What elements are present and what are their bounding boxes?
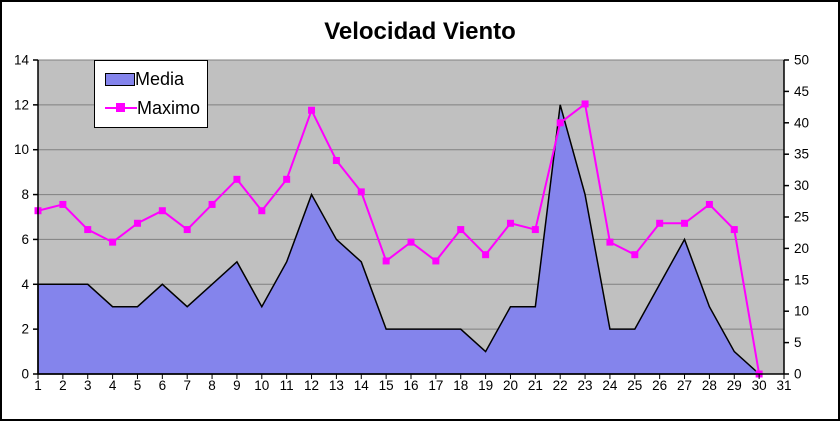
right-axis-label: 40 [794, 115, 809, 130]
maximo-line-marker-icon [105, 98, 137, 118]
maximo-marker [432, 257, 440, 265]
x-axis-label: 22 [553, 378, 568, 393]
x-axis-label: 13 [329, 378, 344, 393]
x-axis-label: 31 [776, 378, 791, 393]
maximo-marker [581, 100, 589, 108]
chart-title: Velocidad Viento [324, 18, 516, 45]
left-axis-label: 4 [21, 277, 29, 292]
maximo-marker [457, 226, 465, 234]
legend-item-media: Media [105, 68, 199, 90]
left-axis-label: 0 [21, 367, 29, 382]
x-axis-label: 1 [34, 378, 42, 393]
maximo-marker [730, 226, 738, 234]
x-axis-label: 11 [280, 378, 294, 393]
x-axis-label: 12 [304, 378, 319, 393]
x-axis-label: 21 [528, 378, 543, 393]
maximo-marker [631, 251, 639, 259]
maximo-marker [183, 226, 191, 234]
x-axis-label: 8 [208, 378, 216, 393]
maximo-marker [308, 106, 316, 114]
maximo-marker [681, 219, 689, 227]
x-axis-label: 15 [379, 378, 394, 393]
maximo-marker [531, 226, 539, 234]
right-axis-label: 45 [794, 84, 809, 99]
left-axis-label: 14 [14, 53, 30, 68]
maximo-marker [258, 207, 266, 215]
maximo-line-series [37, 102, 761, 375]
x-axis-label: 20 [503, 378, 518, 393]
right-axis-label: 0 [794, 367, 802, 382]
right-axis-label: 5 [794, 335, 802, 350]
maximo-marker [357, 188, 365, 196]
maximo-marker [59, 200, 67, 208]
x-axis-label: 14 [354, 378, 370, 393]
right-axis-label: 50 [794, 53, 809, 68]
legend-maximo-label: Maximo [137, 98, 201, 118]
maximo-marker [109, 238, 117, 246]
x-axis-label: 9 [233, 378, 241, 393]
left-axis-label: 2 [21, 322, 29, 337]
x-axis-label: 30 [752, 378, 767, 393]
x-axis-label: 2 [59, 378, 67, 393]
right-axis-label: 15 [794, 272, 809, 287]
maximo-marker [332, 156, 340, 164]
left-axis-label: 12 [14, 97, 29, 112]
maximo-marker [705, 200, 713, 208]
right-axis-label: 10 [794, 304, 809, 319]
left-axis-label: 10 [14, 142, 29, 157]
maximo-marker [407, 238, 415, 246]
x-axis-label: 28 [702, 378, 717, 393]
x-axis-label: 6 [159, 378, 167, 393]
x-axis-label: 3 [84, 378, 92, 393]
left-axis-label: 8 [21, 187, 29, 202]
maximo-marker [84, 226, 92, 234]
x-axis-label: 25 [627, 378, 642, 393]
x-axis-label: 10 [254, 378, 269, 393]
x-axis-label: 5 [134, 378, 142, 393]
maximo-marker [482, 251, 490, 259]
maximo-marker [283, 175, 291, 183]
media-area-series [37, 104, 762, 375]
legend-item-maximo: Maximo [105, 97, 201, 119]
media-area-swatch-icon [105, 72, 135, 86]
right-axis-label: 35 [794, 147, 809, 162]
maximo-marker [208, 200, 216, 208]
right-axis-label: 20 [794, 241, 809, 256]
right-axis-label: 25 [794, 210, 809, 225]
x-axis-label: 23 [578, 378, 593, 393]
x-axis-label: 27 [677, 378, 692, 393]
legend-media-label: Media [135, 69, 185, 89]
maximo-marker [233, 175, 241, 183]
x-axis-label: 4 [109, 378, 117, 393]
maximo-marker [158, 207, 166, 215]
x-axis-label: 29 [727, 378, 742, 393]
maximo-square-marker-icon [116, 103, 125, 112]
x-axis-label: 26 [652, 378, 667, 393]
maximo-marker [133, 219, 141, 227]
maximo-marker [606, 238, 614, 246]
maximo-marker [556, 119, 564, 127]
maximo-marker [656, 219, 664, 227]
x-axis-label: 18 [453, 378, 468, 393]
maximo-marker [382, 257, 390, 265]
x-axis-label: 16 [403, 378, 418, 393]
x-axis-label: 17 [428, 378, 443, 393]
left-axis-label: 6 [21, 232, 29, 247]
right-axis-label: 30 [794, 178, 809, 193]
legend: Media Maximo [94, 60, 208, 128]
maximo-marker [506, 219, 514, 227]
x-axis-label: 19 [478, 378, 493, 393]
x-axis-label: 7 [183, 378, 191, 393]
x-axis-label: 24 [602, 378, 618, 393]
